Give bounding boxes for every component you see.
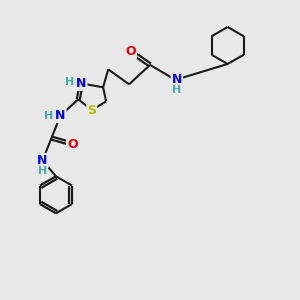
Text: H: H xyxy=(38,166,47,176)
Text: H: H xyxy=(65,77,75,87)
Text: N: N xyxy=(55,109,66,122)
Text: S: S xyxy=(87,104,96,117)
Text: O: O xyxy=(125,45,136,58)
Text: H: H xyxy=(44,111,54,121)
Text: O: O xyxy=(67,137,78,151)
Text: N: N xyxy=(172,73,182,86)
Text: N: N xyxy=(37,154,48,167)
Text: H: H xyxy=(172,85,182,95)
Text: N: N xyxy=(76,77,86,90)
